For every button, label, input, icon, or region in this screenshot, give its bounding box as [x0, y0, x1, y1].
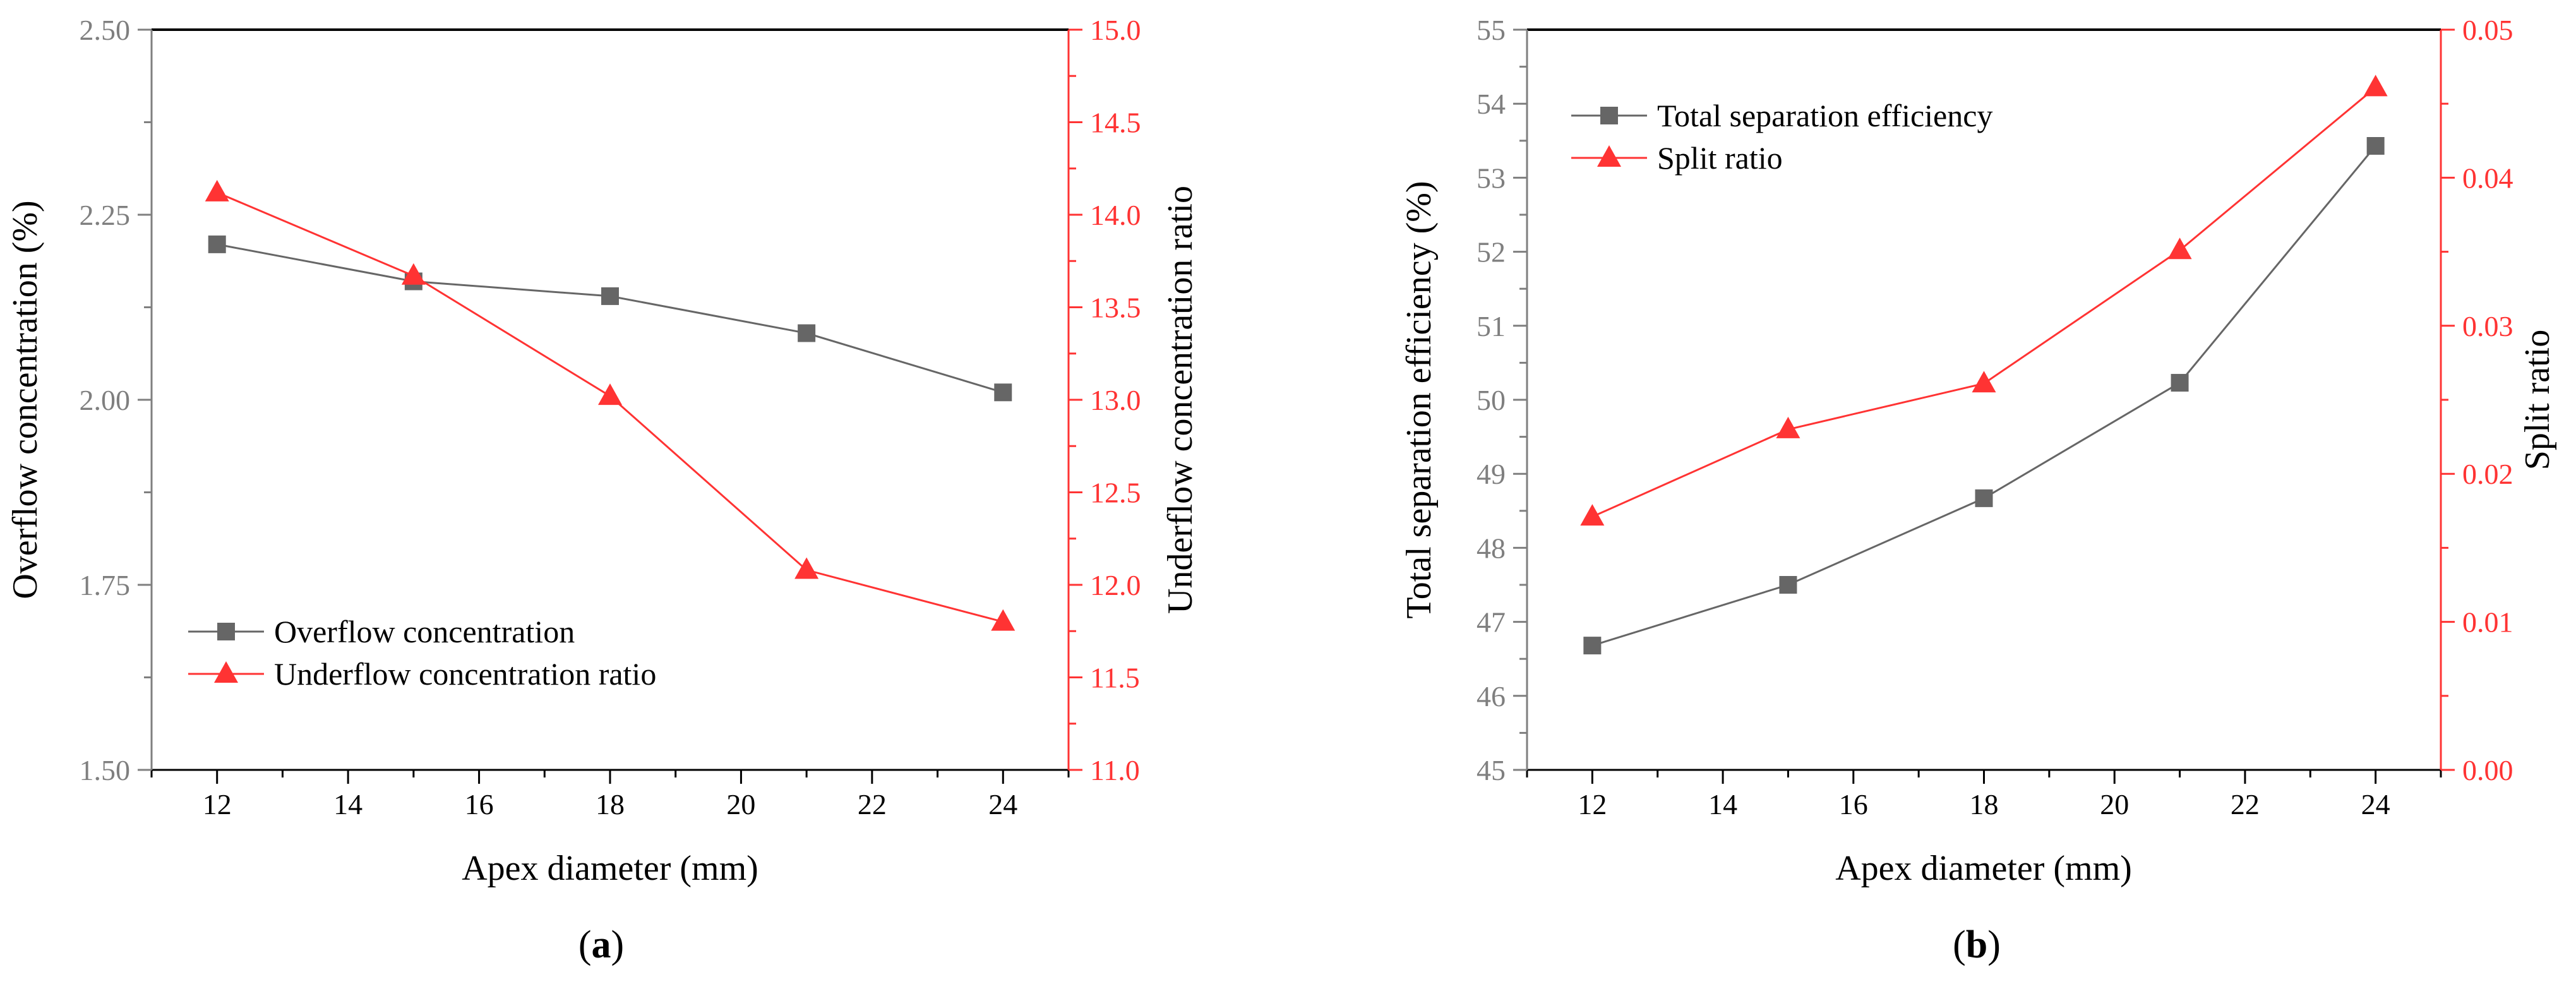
y2-tick-label: 0.00	[2462, 754, 2513, 786]
y-tick-label: 1.50	[80, 754, 131, 786]
x-tick-label: 20	[726, 788, 755, 820]
y-tick-label: 50	[1477, 384, 1506, 416]
y-tick-label: 45	[1477, 754, 1506, 786]
y-tick-label: 52	[1477, 236, 1506, 268]
y2-tick-label: 14.0	[1090, 199, 1141, 231]
y2-tick-label: 15.0	[1090, 14, 1141, 46]
y-tick-label: 54	[1477, 88, 1506, 120]
x-tick-label: 12	[203, 788, 232, 820]
data-point-1	[598, 383, 622, 405]
x-tick-label: 22	[2231, 788, 2260, 820]
y2-tick-label: 12.0	[1090, 569, 1141, 601]
x-tick-label: 22	[858, 788, 887, 820]
data-point-1	[2363, 75, 2388, 97]
data-point-0	[2171, 374, 2189, 392]
y2-tick-label: 0.02	[2462, 458, 2513, 490]
y2-axis-title: Split ratio	[2518, 330, 2557, 470]
data-point-1	[1580, 504, 1605, 526]
data-point-0	[601, 287, 619, 305]
x-tick-label: 24	[988, 788, 1017, 820]
data-point-1	[401, 263, 426, 285]
y2-tick-label: 14.5	[1090, 107, 1141, 139]
y-tick-label: 48	[1477, 532, 1506, 564]
y2-tick-label: 0.03	[2462, 310, 2513, 342]
series-line-1	[217, 191, 1003, 623]
y-axis-title: Total separation efficiency (%)	[1399, 181, 1439, 618]
x-tick-label: 12	[1578, 788, 1607, 820]
y2-tick-label: 0.04	[2462, 162, 2513, 194]
data-point-1	[1972, 371, 1996, 393]
y-tick-label: 2.00	[80, 384, 131, 416]
x-tick-label: 20	[2100, 788, 2129, 820]
legend-label-1: Underflow concentration ratio	[274, 656, 656, 692]
y2-tick-label: 13.5	[1090, 292, 1141, 324]
chart-panel-b: 12 14 16 18 20 22 24 45 46 47 48 49 50 51 52 53 54 55 0.00…	[1399, 14, 2557, 888]
data-point-0	[2366, 137, 2385, 155]
series-line-0	[217, 243, 1003, 393]
series-line-0	[1591, 145, 2376, 647]
y-tick-label: 49	[1477, 458, 1506, 490]
data-point-1	[205, 179, 229, 201]
y-axis-title: Overflow concentration (%)	[6, 200, 45, 599]
legend-label-0: Total separation efficiency	[1657, 98, 1992, 133]
y-tick-label: 47	[1477, 606, 1506, 639]
y2-tick-label: 0.05	[2462, 14, 2513, 46]
x-axis-title: Apex diameter (mm)	[462, 849, 758, 888]
data-point-1	[794, 557, 819, 579]
y-tick-label: 2.50	[80, 14, 131, 46]
x-axis-title: Apex diameter (mm)	[1835, 849, 2132, 888]
y2-tick-label: 11.5	[1090, 662, 1140, 694]
data-point-0	[1583, 637, 1602, 655]
legend-label-0: Overflow concentration	[274, 614, 575, 649]
y-tick-label: 53	[1477, 162, 1506, 194]
y2-tick-label: 13.0	[1090, 384, 1141, 416]
x-tick-label: 18	[596, 788, 625, 820]
y-tick-label: 51	[1477, 310, 1506, 342]
y2-tick-label: 11.0	[1090, 754, 1140, 786]
x-tick-label: 18	[1970, 788, 1999, 820]
x-tick-label: 16	[1839, 788, 1868, 820]
data-point-0	[1779, 576, 1797, 594]
y-tick-label: 1.75	[80, 569, 131, 601]
data-point-1	[2167, 237, 2192, 260]
data-point-0	[994, 383, 1012, 402]
y2-axis-title: Underflow concentration ratio	[1161, 186, 1200, 614]
data-point-1	[1776, 416, 1800, 438]
y2-tick-label: 12.5	[1090, 477, 1141, 509]
x-tick-label: 16	[465, 788, 494, 820]
legend-marker-0	[217, 623, 235, 640]
legend-marker-1	[1597, 145, 1621, 167]
data-point-0	[798, 324, 816, 342]
panel-a-caption: (a)	[578, 923, 624, 966]
data-point-0	[208, 235, 226, 253]
x-tick-label: 24	[2361, 788, 2390, 820]
legend-marker-0	[1600, 107, 1618, 124]
data-point-0	[1975, 489, 1993, 507]
legend-label-1: Split ratio	[1657, 140, 1783, 176]
data-point-1	[991, 609, 1015, 631]
x-tick-label: 14	[1708, 788, 1737, 820]
y-tick-label: 2.25	[80, 199, 131, 231]
legend-marker-1	[214, 661, 238, 683]
y2-tick-label: 0.01	[2462, 606, 2513, 639]
panel-b-caption: (b)	[1953, 923, 2001, 966]
x-tick-label: 14	[333, 788, 362, 820]
y-tick-label: 55	[1477, 14, 1506, 46]
y-tick-label: 46	[1477, 680, 1506, 712]
chart-panel-a: 12 14 16 18 20 22 24 1.50 1.75 2.00 2.25 2.50 11.0 11…	[6, 14, 1200, 888]
